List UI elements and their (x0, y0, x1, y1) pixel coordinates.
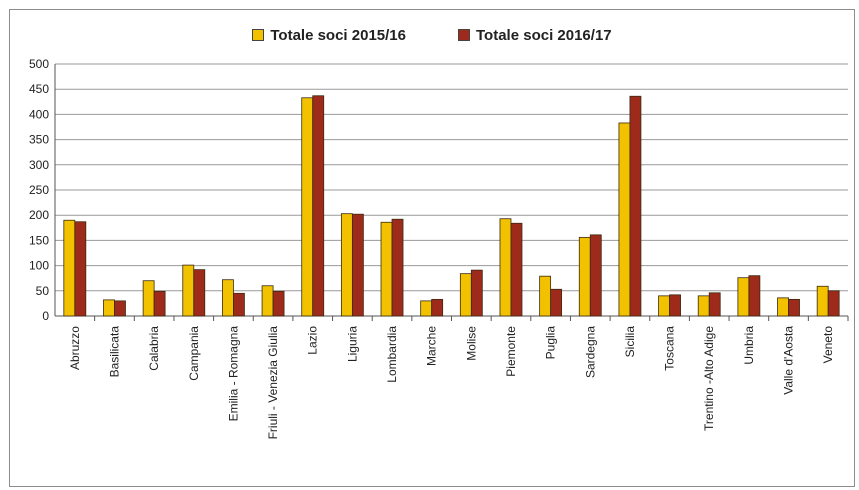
x-tick-label-0: Abruzzo (68, 326, 82, 370)
x-tick-label-15: Toscana (663, 326, 677, 371)
y-tick-label-300: 300 (29, 158, 49, 172)
bar-2-4 (233, 292, 245, 317)
bar-1-17 (737, 277, 750, 317)
x-tick-label-11: Piemonte (504, 326, 518, 377)
x-tick-label-10: Molise (464, 326, 478, 361)
x-tick-label-16: Trentino -Alto Adige (702, 326, 716, 431)
bar-2-10 (470, 269, 483, 317)
x-tick-label-6: Lazio (306, 326, 320, 355)
bar-1-16 (697, 295, 710, 317)
y-tick-label-200: 200 (29, 208, 49, 222)
y-tick-label-0: 0 (42, 309, 49, 323)
x-tick-label-7: Liguria (345, 326, 359, 362)
bar-2-2 (153, 290, 166, 317)
legend-item-series-2: Totale soci 2016/17 (458, 27, 612, 44)
y-tick-label-350: 350 (29, 133, 49, 147)
y-tick-label-250: 250 (29, 183, 49, 197)
x-tick-label-17: Umbria (742, 326, 756, 365)
x-tick-label-19: Veneto (821, 326, 835, 364)
bar-1-18 (777, 297, 789, 317)
bar-2-5 (272, 290, 285, 317)
x-tick-label-14: Sicilia (623, 326, 637, 358)
bar-2-15 (669, 294, 681, 317)
y-tick-label-150: 150 (29, 233, 49, 247)
chart-frame: Totale soci 2015/16 Totale soci 2016/17 … (9, 9, 855, 487)
bar-2-6 (312, 95, 325, 317)
bar-1-13 (578, 236, 591, 317)
legend-item-series-1: Totale soci 2015/16 (252, 27, 406, 44)
x-tick-label-9: Marche (425, 326, 439, 366)
y-tick-label-50: 50 (36, 284, 50, 298)
legend-label-series-2: Totale soci 2016/17 (476, 26, 612, 44)
bar-1-15 (658, 295, 670, 317)
bar-1-11 (499, 218, 512, 317)
bar-2-9 (431, 298, 444, 317)
legend-label-series-1: Totale soci 2015/16 (270, 26, 406, 44)
bar-2-12 (550, 288, 563, 317)
x-tick-label-12: Puglia (544, 326, 558, 360)
bar-1-2 (142, 280, 155, 317)
bar-2-17 (748, 275, 761, 317)
bar-1-10 (459, 273, 472, 317)
bar-1-1 (103, 299, 115, 317)
x-tick-label-2: Calabria (147, 326, 161, 371)
bar-2-16 (708, 292, 721, 317)
y-tick-label-400: 400 (29, 107, 49, 121)
bar-1-5 (261, 285, 274, 317)
bar-2-13 (589, 234, 602, 317)
y-tick-label-450: 450 (29, 82, 49, 96)
bar-2-14 (629, 95, 642, 317)
bar-1-9 (420, 300, 433, 317)
bar-1-3 (182, 264, 195, 317)
legend: Totale soci 2015/16 Totale soci 2016/17 (10, 24, 854, 46)
bar-1-7 (340, 213, 353, 317)
y-tick-label-100: 100 (29, 259, 49, 273)
y-tick-label-500: 500 (29, 57, 49, 71)
bar-2-3 (193, 269, 206, 317)
bar-2-18 (788, 298, 800, 317)
x-tick-label-18: Valle d'Aosta (782, 326, 796, 395)
bar-1-14 (618, 122, 631, 317)
legend-swatch-series-2 (458, 29, 470, 41)
x-tick-label-5: Friuli - Venezia Giulia (266, 326, 280, 440)
bar-1-8 (380, 221, 393, 317)
x-tick-label-4: Emilia - Romagna (226, 326, 240, 422)
bar-2-11 (510, 222, 523, 317)
bar-2-19 (827, 290, 840, 317)
bar-1-12 (539, 275, 552, 317)
bar-chart: 0 50 100 150 200 250 300 350 400 450 500 Abruzzo Bas… (29, 57, 849, 440)
x-tick-label-8: Lombardia (385, 326, 399, 383)
bar-2-8 (391, 218, 404, 317)
bar-2-0 (74, 221, 87, 317)
x-tick-label-1: Basilicata (107, 326, 121, 378)
legend-swatch-series-1 (252, 29, 265, 41)
bar-2-7 (351, 213, 364, 317)
bar-1-19 (816, 285, 829, 317)
bar-1-6 (301, 97, 314, 317)
bar-1-0 (63, 219, 76, 317)
x-tick-label-3: Campania (187, 326, 201, 381)
x-tick-label-13: Sardegna (583, 326, 597, 378)
bar-2-1 (114, 300, 126, 317)
bar-1-4 (222, 279, 234, 317)
